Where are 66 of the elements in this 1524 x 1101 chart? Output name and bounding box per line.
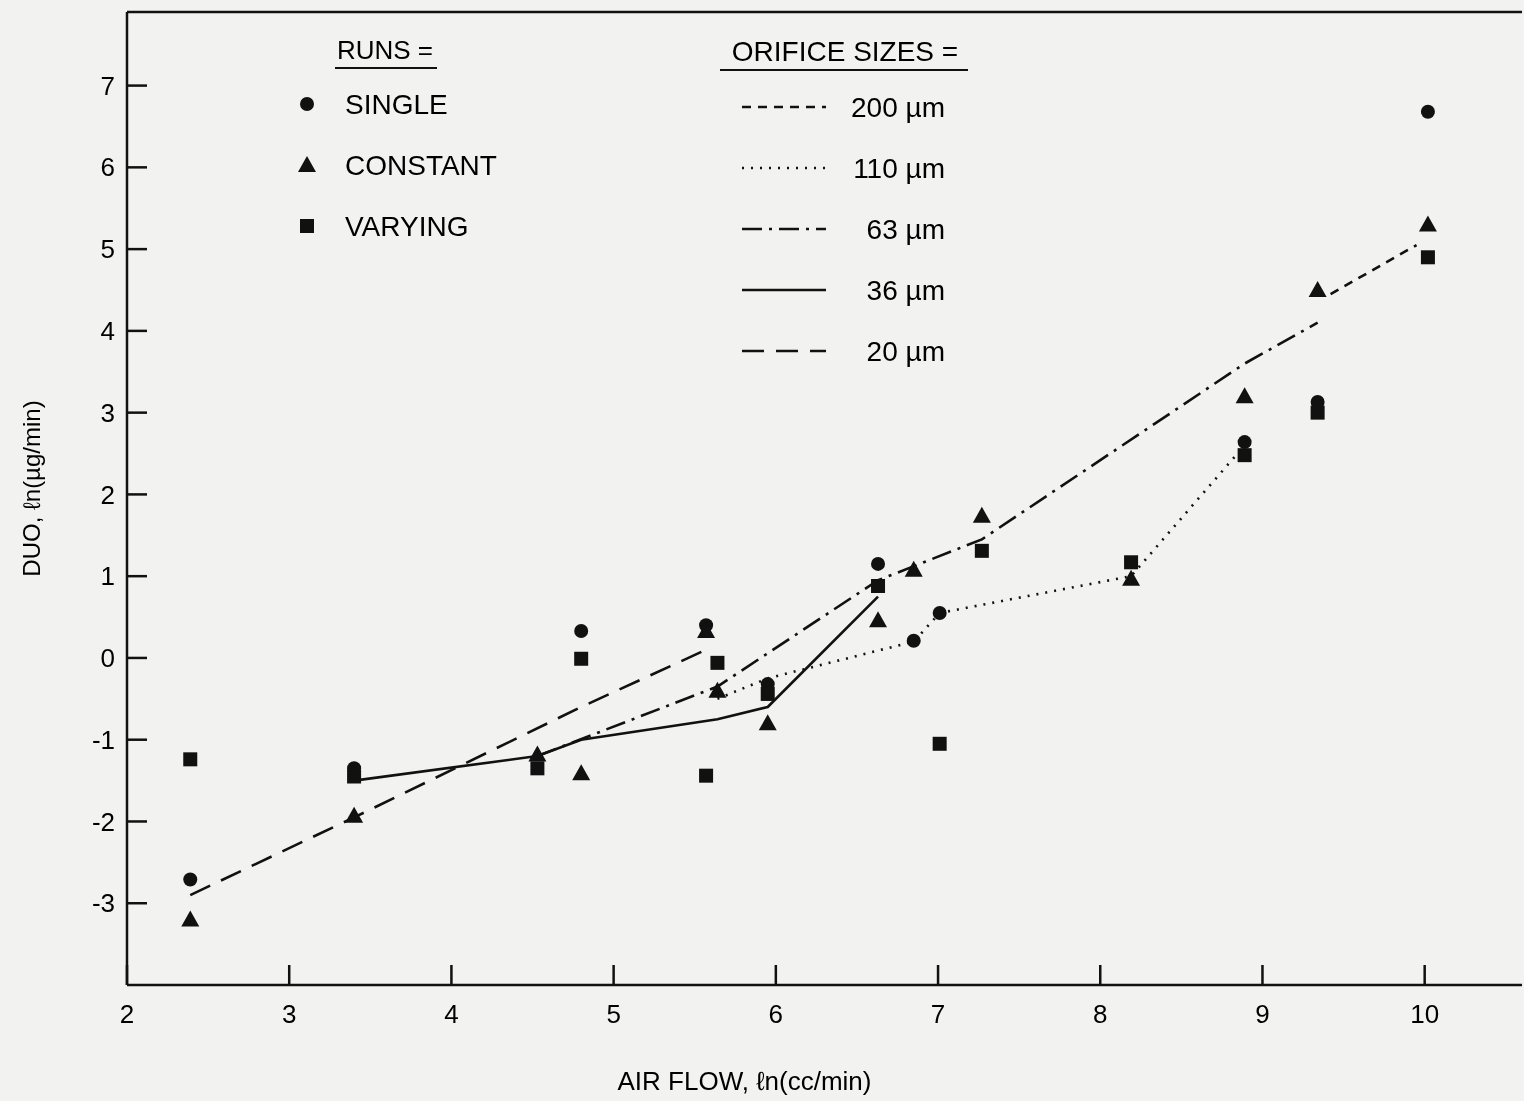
point <box>869 611 888 628</box>
point <box>1237 435 1252 450</box>
annotation: ORIFICE SIZES = <box>731 36 959 67</box>
legend-label: 36 µm <box>866 274 945 306</box>
point <box>183 752 198 767</box>
point <box>972 506 991 523</box>
legend-label: 63 µm <box>866 213 945 245</box>
point <box>1237 448 1252 463</box>
x-tick-label: 3 <box>281 999 297 1029</box>
y-tick-label: -3 <box>91 888 115 919</box>
y-tick-label: 0 <box>100 643 115 674</box>
y-tick-label: 5 <box>100 234 115 265</box>
point <box>974 543 989 558</box>
point <box>181 910 200 927</box>
point <box>1122 569 1141 586</box>
legend-label: SINGLE <box>345 88 448 120</box>
point <box>932 736 947 751</box>
x-tick-label: 4 <box>444 999 459 1029</box>
y-tick-label: -2 <box>91 806 115 837</box>
point <box>904 560 923 577</box>
y-tick-label: 2 <box>100 479 115 510</box>
x-tick-label: 7 <box>930 999 946 1029</box>
point <box>1420 250 1435 265</box>
legend-label: 20 µm <box>866 335 945 367</box>
point <box>1310 405 1325 420</box>
point <box>1235 387 1254 404</box>
point <box>699 768 714 783</box>
point <box>710 655 725 670</box>
point <box>758 714 777 731</box>
legend-label: CONSTANT <box>345 149 497 181</box>
point <box>708 681 727 698</box>
point <box>906 633 921 648</box>
legend-label: VARYING <box>345 210 469 242</box>
x-tick-label: 8 <box>1093 999 1108 1029</box>
y-tick-label: 7 <box>100 70 115 101</box>
y-tick-label: 6 <box>100 152 115 183</box>
x-axis-title: AIR FLOW, ℓn(cc/min) <box>617 1066 872 1096</box>
x-tick-label: 2 <box>119 999 135 1029</box>
x-tick-label: 10 <box>1410 999 1440 1029</box>
x-tick-label: 6 <box>768 999 784 1029</box>
point <box>1124 555 1139 570</box>
legend-title: RUNS = <box>336 35 434 65</box>
y-tick-label: 1 <box>100 561 115 592</box>
legend-label: 200 µm <box>851 91 945 123</box>
y-tick-label: 4 <box>100 315 115 346</box>
point <box>528 745 547 762</box>
y-tick-label: -1 <box>91 724 115 755</box>
point <box>871 556 886 571</box>
point <box>1418 215 1437 232</box>
point <box>932 605 947 620</box>
point <box>574 651 589 666</box>
point <box>1308 281 1327 297</box>
point <box>530 761 545 776</box>
x-tick-label: 9 <box>1255 999 1270 1029</box>
point <box>1420 104 1435 119</box>
y-tick-label: 3 <box>100 397 115 428</box>
point <box>347 769 362 784</box>
legend-label: 110 µm <box>853 152 945 184</box>
point <box>760 686 775 701</box>
point <box>574 623 589 638</box>
x-tick-label: 5 <box>606 999 621 1029</box>
point <box>572 764 591 781</box>
y-axis-title: DUO, ℓn(µg/min) <box>18 400 45 577</box>
point <box>345 806 364 823</box>
point <box>871 578 886 593</box>
point <box>183 872 198 887</box>
